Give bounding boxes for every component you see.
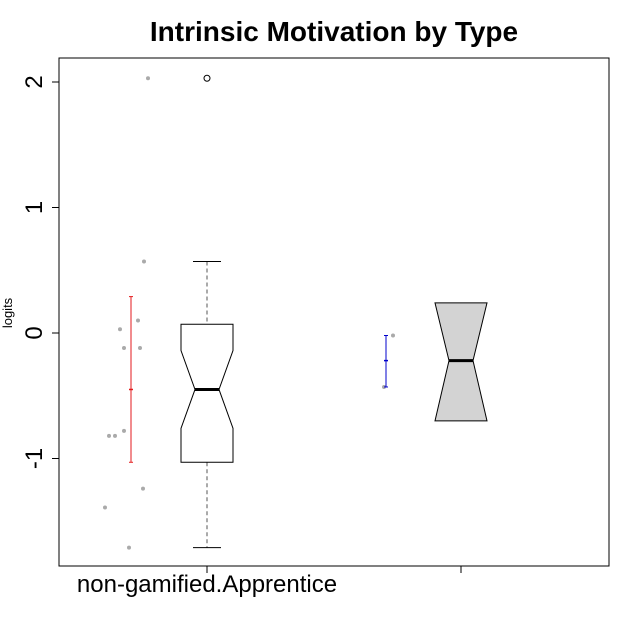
data-point <box>142 259 146 264</box>
chart-title: Intrinsic Motivation by Type <box>150 16 518 47</box>
y-tick-label: -1 <box>21 448 48 469</box>
y-tick-label: 0 <box>21 326 48 339</box>
y-tick-label: 1 <box>21 201 48 214</box>
y-tick-label: 2 <box>21 75 48 88</box>
data-point <box>103 505 107 510</box>
y-axis-label: logits <box>0 297 15 328</box>
outlier-point <box>203 74 211 82</box>
data-point <box>391 333 395 338</box>
data-point <box>118 327 122 332</box>
data-point <box>146 76 150 81</box>
data-point <box>136 318 140 323</box>
x-tick-label: non-gamified.Apprentice <box>77 571 337 598</box>
notched-box <box>180 323 234 463</box>
plot-layer <box>103 74 488 550</box>
data-point <box>138 346 142 351</box>
data-point <box>127 545 131 550</box>
y-axis: -1 0 1 2 <box>21 75 60 469</box>
data-point <box>107 433 111 438</box>
data-point <box>141 486 145 491</box>
data-point <box>113 433 117 438</box>
x-axis: non-gamified.Apprentice <box>77 566 462 598</box>
data-point <box>122 346 126 351</box>
data-point <box>122 428 126 433</box>
